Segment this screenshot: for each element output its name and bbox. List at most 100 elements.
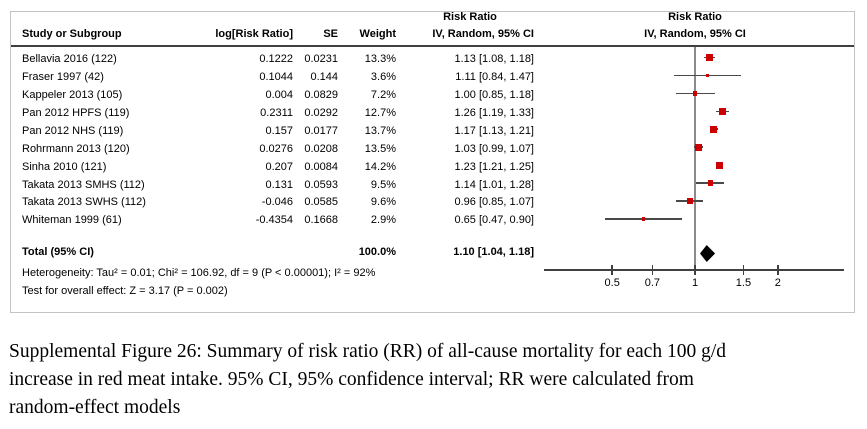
study-name: Pan 2012 NHS (119) [22,124,124,137]
ci-text: 1.03 [0.99, 1.07] [454,142,534,155]
col-header-study: Study or Subgroup [22,28,122,40]
standard-error-value: 0.0231 [304,53,338,65]
ci-text: 1.14 [1.01, 1.28] [454,178,534,191]
axis-tick-label: 0.5 [604,277,620,289]
total-weight: 100.0% [358,246,396,258]
weight-value: 12.7% [364,106,396,119]
effect-marker [705,73,710,78]
study-name: Pan 2012 HPFS (119) [22,106,130,119]
effect-marker [687,198,693,204]
standard-error-value: 0.0084 [304,160,338,173]
ci-text: 1.26 [1.19, 1.33] [454,106,534,119]
reference-line [694,47,696,272]
study-name: Takata 2013 SWHS (112) [22,196,146,209]
log-risk-ratio-value: 0.2311 [260,106,293,119]
figure-caption: Supplemental Figure 26: Summary of risk … [9,338,859,422]
ci-text: 1.23 [1.21, 1.25] [454,160,534,173]
weight-value: 13.5% [364,142,396,155]
table-row: Pan 2012 NHS (119) 0.157 0.0177 13.7% 1.17 [… [11,124,854,138]
heterogeneity-stats: Heterogeneity: Tau² = 0.01; Chi² = 106.9… [22,267,376,279]
plot-header-method: IV, Random, 95% CI [644,28,746,40]
log-risk-ratio-value: 0.004 [265,88,293,101]
ci-text: 0.65 [0.47, 0.90] [454,214,534,227]
weight-value: 13.3% [364,53,396,65]
standard-error-value: 0.144 [310,70,338,83]
log-risk-ratio-value: 0.131 [265,178,293,191]
axis-tick [651,264,654,275]
study-name: Kappeler 2013 (105) [22,88,123,101]
log-risk-ratio-value: 0.0276 [259,142,293,155]
study-name: Whiteman 1999 (61) [22,214,122,227]
effect-marker [707,180,714,186]
total-diamond [699,245,715,262]
standard-error-value: 0.0593 [304,178,338,191]
axis-tick [694,264,696,275]
axis-tick-label: 0.7 [644,277,661,289]
effect-marker [706,54,713,61]
table-row: Sinha 2010 (121) 0.207 0.0084 14.2% 1.23 [1.… [11,160,854,174]
table-row: Takata 2013 SWHS (112) -0.046 0.0585 9.6% 0.… [11,195,854,209]
overall-effect-test: Test for overall effect: Z = 3.17 (P = 0… [22,285,228,297]
forest-plot-panel: Study or Subgroup log[Risk Ratio] SE Wei… [10,11,855,313]
effect-marker [641,217,646,221]
table-row: Takata 2013 SMHS (112) 0.131 0.0593 9.5% 1.1… [11,178,854,192]
effect-marker [719,108,726,115]
caption-line-2: increase in red meat intake. 95% CI, 95%… [9,369,694,390]
table-row: Fraser 1997 (42) 0.1044 0.144 3.6% 1.11 [0.8… [11,70,854,84]
weight-value: 13.7% [364,124,396,137]
col-header-weight: Weight [359,28,396,40]
effect-marker [692,90,698,96]
weight-value: 3.6% [370,70,396,83]
effect-marker [710,125,718,133]
standard-error-value: 0.0208 [304,142,338,155]
total-ci-text: 1.10 [1.04, 1.18] [453,246,534,258]
standard-error-value: 0.0829 [304,88,338,101]
axis-tick [777,264,779,275]
study-name: Bellavia 2016 (122) [22,53,117,65]
ci-text: 0.96 [0.85, 1.07] [454,196,534,209]
study-name: Rohrmann 2013 (120) [22,142,130,155]
table-row: Whiteman 1999 (61) -0.4354 0.1668 2.9% 0.65 … [11,213,854,227]
axis-tick-label: 1 [691,277,699,289]
weight-value: 9.5% [370,178,396,191]
table-row: Pan 2012 HPFS (119) 0.2311 0.0292 12.7% 1.26… [11,106,854,120]
header-rule [11,45,854,47]
col-header-log-risk-ratio: log[Risk Ratio] [215,28,293,40]
study-name: Sinha 2010 (121) [22,160,107,173]
ci-text: 1.11 [0.84, 1.47] [455,70,534,83]
effect-marker [695,143,702,151]
log-risk-ratio-value: 0.1044 [259,70,293,83]
weight-value: 7.2% [370,88,396,101]
col-header-effect-measure: Risk Ratio [443,11,497,23]
col-header-se: SE [323,28,338,40]
caption-line-3: random-effect models [9,397,181,418]
x-axis-line [544,269,844,271]
col-header-method: IV, Random, 95% CI [432,28,534,40]
caption-line-1: Supplemental Figure 26: Summary of risk … [9,341,727,362]
ci-text: 1.00 [0.85, 1.18] [454,88,534,101]
ci-text: 1.13 [1.08, 1.18] [454,53,534,65]
weight-value: 9.6% [370,196,396,209]
weight-value: 2.9% [370,214,396,227]
standard-error-value: 0.1668 [304,214,338,227]
standard-error-value: 0.0292 [304,106,338,119]
axis-tick [611,264,613,275]
effect-marker [716,161,724,169]
log-risk-ratio-value: -0.4354 [255,214,293,227]
ci-text: 1.17 [1.13, 1.21] [454,124,534,137]
log-risk-ratio-value: 0.157 [265,124,293,137]
table-row: Rohrmann 2013 (120) 0.0276 0.0208 13.5% 1.03… [11,142,854,156]
standard-error-value: 0.0585 [304,196,338,209]
log-risk-ratio-value: 0.207 [265,160,293,173]
log-risk-ratio-value: 0.1222 [259,53,293,65]
standard-error-value: 0.0177 [304,124,338,137]
study-name: Fraser 1997 (42) [22,70,104,83]
axis-tick-label: 1.5 [735,277,752,289]
total-label: Total (95% CI) [22,246,94,258]
axis-tick-label: 2 [774,277,781,289]
study-name: Takata 2013 SMHS (112) [22,178,145,191]
axis-tick [742,264,745,275]
table-row: Kappeler 2013 (105) 0.004 0.0829 7.2% 1.00 [… [11,88,854,102]
plot-header-effect-measure: Risk Ratio [668,11,722,23]
